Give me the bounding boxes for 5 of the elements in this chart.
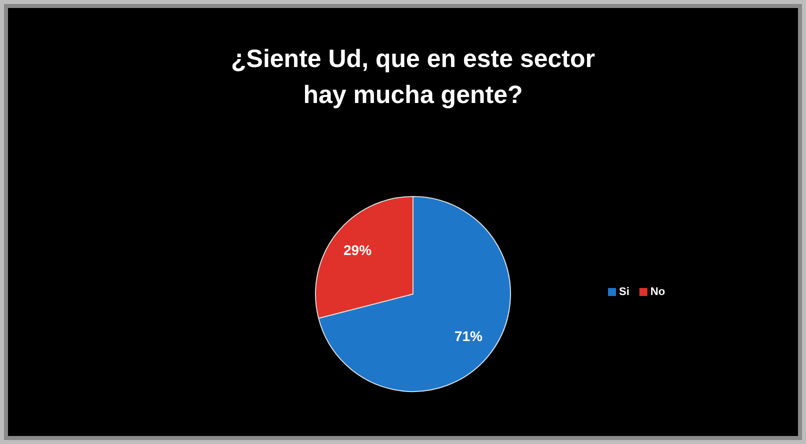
- legend-label: No: [650, 286, 666, 298]
- data-label: 29%: [344, 242, 372, 258]
- data-label: 71%: [454, 328, 484, 344]
- chart-title: ¿Siente Ud, que en este sector hay mucha gente?: [231, 44, 596, 109]
- legend-label: Si: [619, 286, 630, 298]
